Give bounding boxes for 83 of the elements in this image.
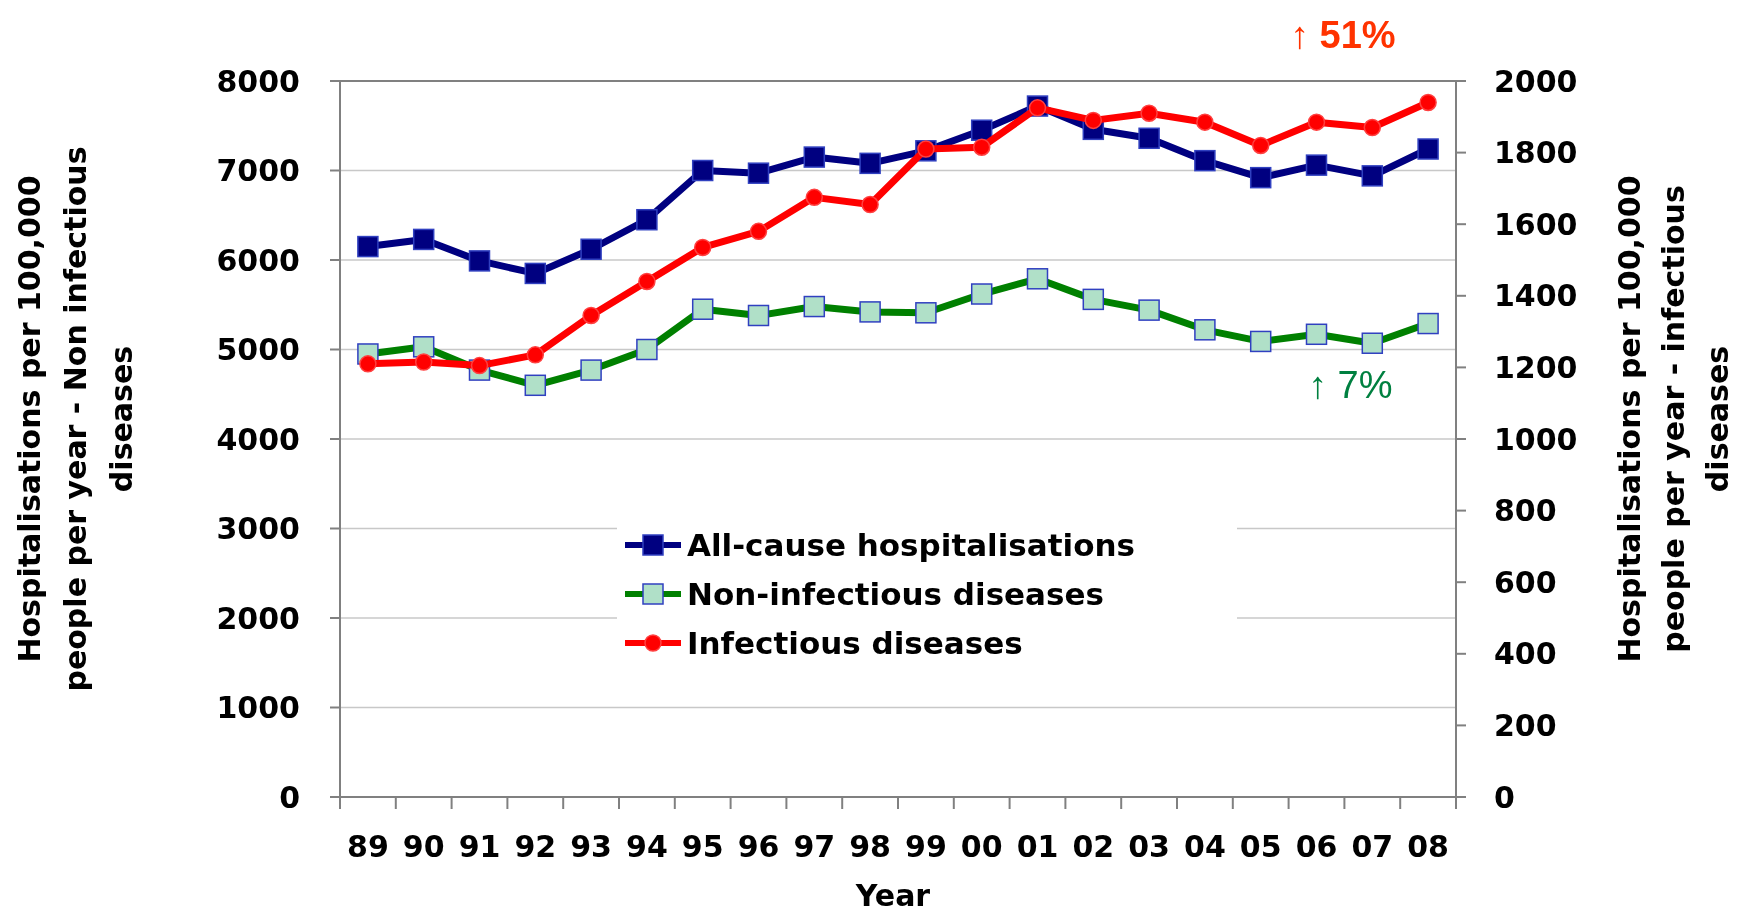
y2-tick-label: 200 [1494,707,1557,743]
x-axis-title: Year [854,878,931,913]
x-tick-label: 96 [737,829,780,864]
y2-axis-title: Hospitalisations per 100,000 people per year - infectious diseases [1612,175,1735,663]
point [859,152,881,175]
x-tick-label: 94 [626,829,668,864]
y-tick-label: 2000 [216,600,300,636]
point [1249,166,1272,189]
y-tick-label: 4000 [216,421,300,457]
point [414,353,433,371]
point [524,262,547,285]
x-tick-label: 93 [570,829,612,864]
y2-tick-label: 1400 [1494,278,1578,314]
x-tick-label: 99 [905,829,947,864]
point [1194,149,1216,172]
y-tick-label: 7000 [216,153,300,188]
point [1140,104,1158,122]
y-tick-label: 6000 [216,242,300,278]
point [747,162,770,184]
x-tick-label: 02 [1072,829,1115,864]
x-tick-label: 89 [347,829,389,864]
point [526,346,545,364]
x-tick-label: 03 [1128,829,1170,864]
x-tick-label: 08 [1407,829,1449,864]
point [691,159,714,182]
point [861,195,879,214]
x-tick-label: 91 [458,829,501,864]
x-tick-label: 90 [402,829,445,864]
x-tick-label: 05 [1239,829,1282,864]
point [357,235,379,258]
point [1138,127,1160,150]
x-tick-label: 00 [960,829,1003,864]
x-tick-label: 04 [1184,829,1226,864]
point [1307,113,1326,131]
point [803,146,826,168]
point [1305,154,1328,176]
y-tick-label: 1000 [216,690,300,725]
point [468,250,491,272]
x-tick-label: 97 [793,829,836,864]
point [638,272,656,291]
x-tick-label: 06 [1295,829,1338,864]
point [1251,136,1270,155]
y-tick-label: 8000 [216,63,300,99]
point [972,138,991,156]
x-tick-label: 01 [1016,829,1059,864]
x-tick-label: 95 [681,829,724,864]
point [1196,113,1214,131]
point [580,238,602,261]
point [1363,118,1382,137]
y2-tick-label: 800 [1494,493,1557,529]
y-tick-label: 5000 [216,332,300,367]
text: ↑ 51% [1290,14,1396,56]
y2-tick-label: 1200 [1494,349,1578,385]
point [970,119,993,141]
y-axis-title: Hospitalisations per 100,000 people per year - Non infectious diseases [12,146,139,692]
point [412,228,435,251]
point [1417,138,1439,160]
legend-label: All-cause hospitalisations [687,526,1136,563]
point [1084,111,1103,130]
x-tick-label: 07 [1351,829,1394,864]
y2-tick-label: 400 [1494,636,1557,672]
annotation: ↑ 7% [1308,364,1393,406]
y2-tick-label: 1800 [1494,135,1578,171]
point [1419,93,1437,112]
point [359,355,377,373]
point [636,208,658,231]
y-tick-label: 0 [279,779,300,815]
y2-tick-label: 600 [1494,564,1557,600]
legend-label: Non-infectious diseases [687,575,1104,612]
point [470,356,489,375]
point [1361,165,1384,187]
y2-tick-label: 1000 [1494,421,1578,457]
y2-tick-label: 0 [1494,779,1515,815]
y-tick-label: 3000 [216,511,300,546]
point [749,222,768,241]
x-tick-label: 92 [514,829,557,864]
legend-label: Infectious diseases [687,624,1023,661]
point [693,238,712,257]
x-tick-label: 98 [849,829,891,864]
point [805,188,824,207]
y2-tick-label: 1600 [1494,206,1578,242]
point [582,306,600,325]
y2-tick-label: 2000 [1494,63,1578,99]
